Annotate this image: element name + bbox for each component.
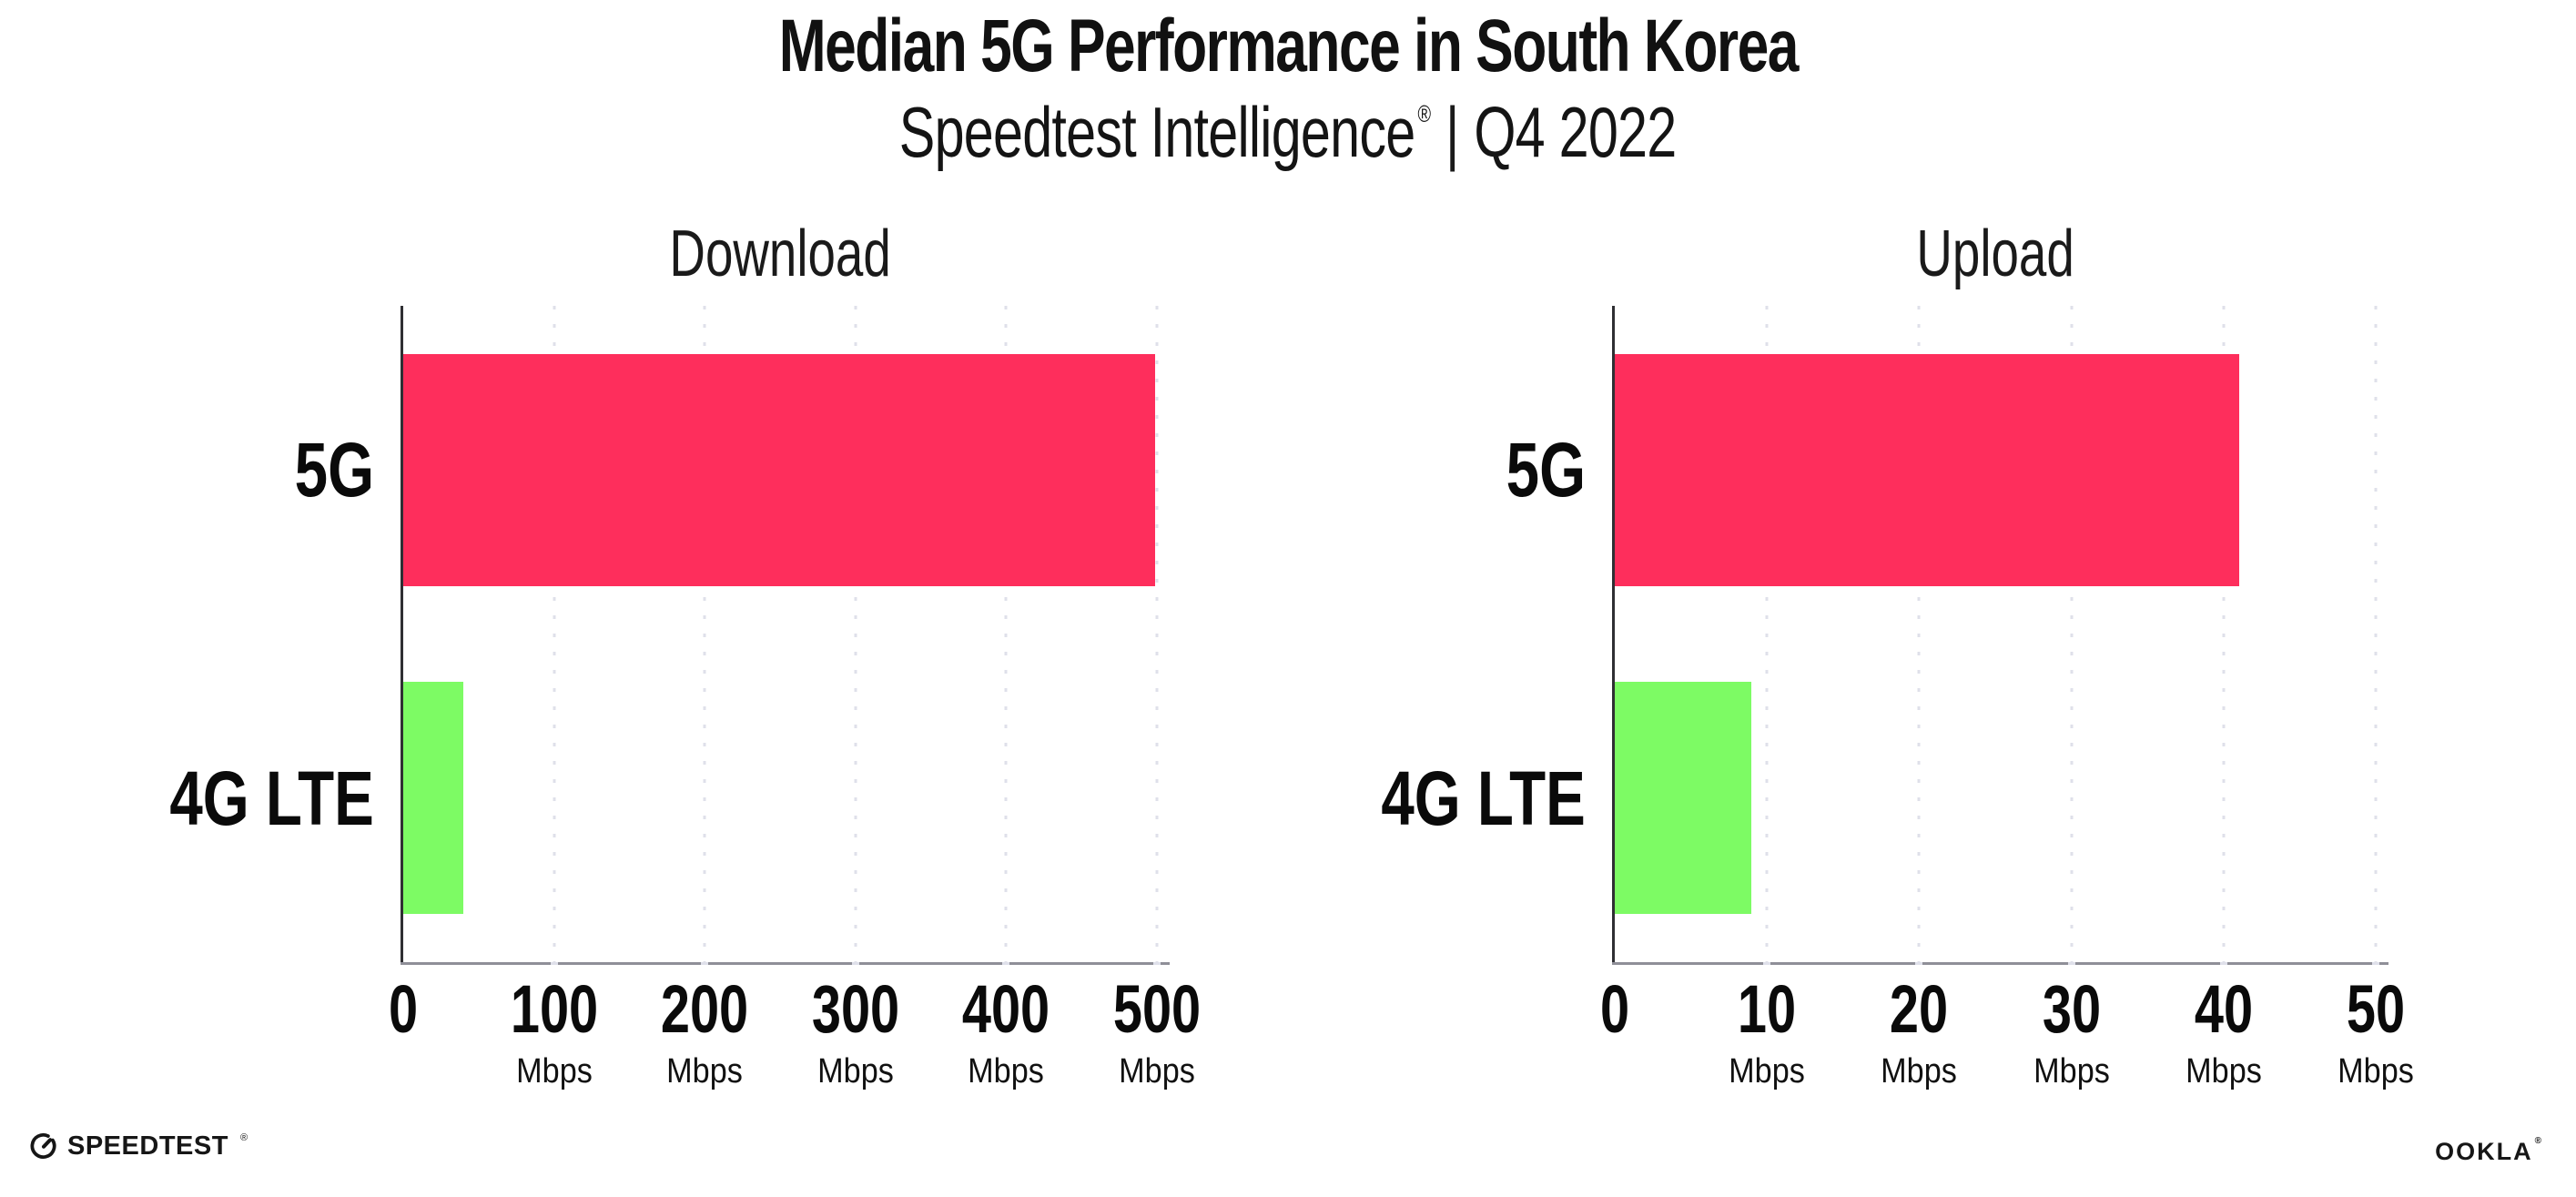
download-x-tick-labels: 0 Mbps 100 Mbps 200 Mbps 300 Mbps 400 Mbps 500 [389,971,1201,1121]
axis-tick-40 [2219,962,2227,965]
category-label-4g-lte: 4G LTE [169,755,374,841]
upload-chart: Upload 5G 4G LTE 0 Mbps 10 Mbps 20 Mbps 30 Mbps 4… [1382,0,2414,1197]
bar-4g-lte [1615,682,1752,915]
x-tick-label: 100 [510,971,598,1047]
x-tick-unit: Mbps [2338,1052,2414,1090]
x-tick-unit: Mbps [1729,1052,1806,1090]
page-title: Median 5G Performance in South Korea [0,4,2576,89]
x-tick-unit: Mbps [1881,1052,1958,1090]
gridline-200 [703,306,706,962]
axis-tick-10 [1763,962,1771,965]
ookla-logo: OOKLA ® [2435,1137,2543,1165]
x-tick-unit: Mbps [2033,1052,2110,1090]
x-tick-label: 400 [962,971,1050,1047]
speedtest-wordmark: SPEEDTEST [67,1131,228,1161]
subtitle-period: Q4 2022 [1474,92,1678,172]
x-tick-unit: Mbps [968,1052,1045,1090]
speedtest-registered-mark: ® [239,1132,248,1143]
axis-tick-20 [1915,962,1923,965]
bar-4g-lte [403,682,464,915]
gridline-50 [2374,306,2378,962]
upload-category-labels: 5G 4G LTE [1203,306,1586,962]
category-label-5g: 5G [294,427,374,513]
x-tick-unit: Mbps [515,1052,593,1090]
subtitle-divider: | [1445,92,1459,172]
category-label-4g-lte: 4G LTE [1381,755,1586,841]
axis-tick-30 [2067,962,2075,965]
download-chart: Download 5G 4G LTE 0 Mbps 100 Mbps 200 Mbps 300… [170,0,1202,1197]
x-tick-label: 40 [2194,971,2253,1047]
x-tick-label: 30 [2042,971,2101,1047]
download-y-axis [401,306,403,965]
bar-5g [1615,353,2239,586]
axis-tick-50 [2372,962,2379,965]
x-tick-label: 500 [1112,971,1202,1047]
gridline-40 [2222,306,2226,962]
gridline-500 [1155,306,1159,962]
gridline-30 [2070,306,2074,962]
x-tick-unit: Mbps [816,1052,894,1090]
page-subtitle: Speedtest Intelligence ® | Q4 2022 [0,91,2576,174]
axis-tick-200 [701,962,709,965]
x-tick-label: 50 [2346,971,2406,1047]
download-x-axis [401,962,1170,965]
upload-x-axis [1612,962,2388,965]
gridline-400 [1004,306,1008,962]
bar-5g [403,353,1156,586]
page-subtitle-text: Speedtest Intelligence ® | Q4 2022 [899,91,1677,174]
axis-tick-400 [1002,962,1010,965]
speedtest-gauge-icon [30,1132,56,1159]
axis-tick-100 [550,962,558,965]
x-tick-unit: Mbps [1119,1052,1195,1090]
gridline-20 [1917,306,1921,962]
gridline-100 [553,306,556,962]
upload-x-tick-labels: 0 Mbps 10 Mbps 20 Mbps 30 Mbps 40 Mbps 50 [1600,971,2414,1121]
upload-y-axis [1612,306,1615,965]
category-label-5g: 5G [1506,427,1586,513]
upload-chart-title: Upload [1916,218,2074,290]
gridline-10 [1765,306,1769,962]
axis-tick-500 [1153,962,1161,965]
x-tick-label: 0 [388,971,419,1047]
page-title-text: Median 5G Performance in South Korea [778,5,1799,87]
subtitle-product: Speedtest Intelligence [899,92,1415,172]
download-plot-area [401,306,1170,965]
axis-tick-300 [851,962,859,965]
download-chart-title: Download [669,218,891,290]
x-tick-label: 10 [1738,971,1797,1047]
speedtest-logo: SPEEDTEST ® [30,1132,248,1160]
x-tick-label: 200 [661,971,749,1047]
x-tick-unit: Mbps [2185,1052,2262,1090]
registered-mark: ® [1417,100,1432,127]
x-tick-unit: Mbps [666,1052,744,1090]
ookla-registered-mark: ® [2534,1136,2543,1146]
download-category-labels: 5G 4G LTE [0,306,374,962]
upload-plot-area [1612,306,2388,965]
x-tick-label: 20 [1890,971,1949,1047]
gridline-300 [854,306,857,962]
x-tick-label: 300 [811,971,899,1047]
x-tick-label: 0 [1599,971,1630,1047]
ookla-wordmark: OOKLA [2435,1138,2533,1165]
